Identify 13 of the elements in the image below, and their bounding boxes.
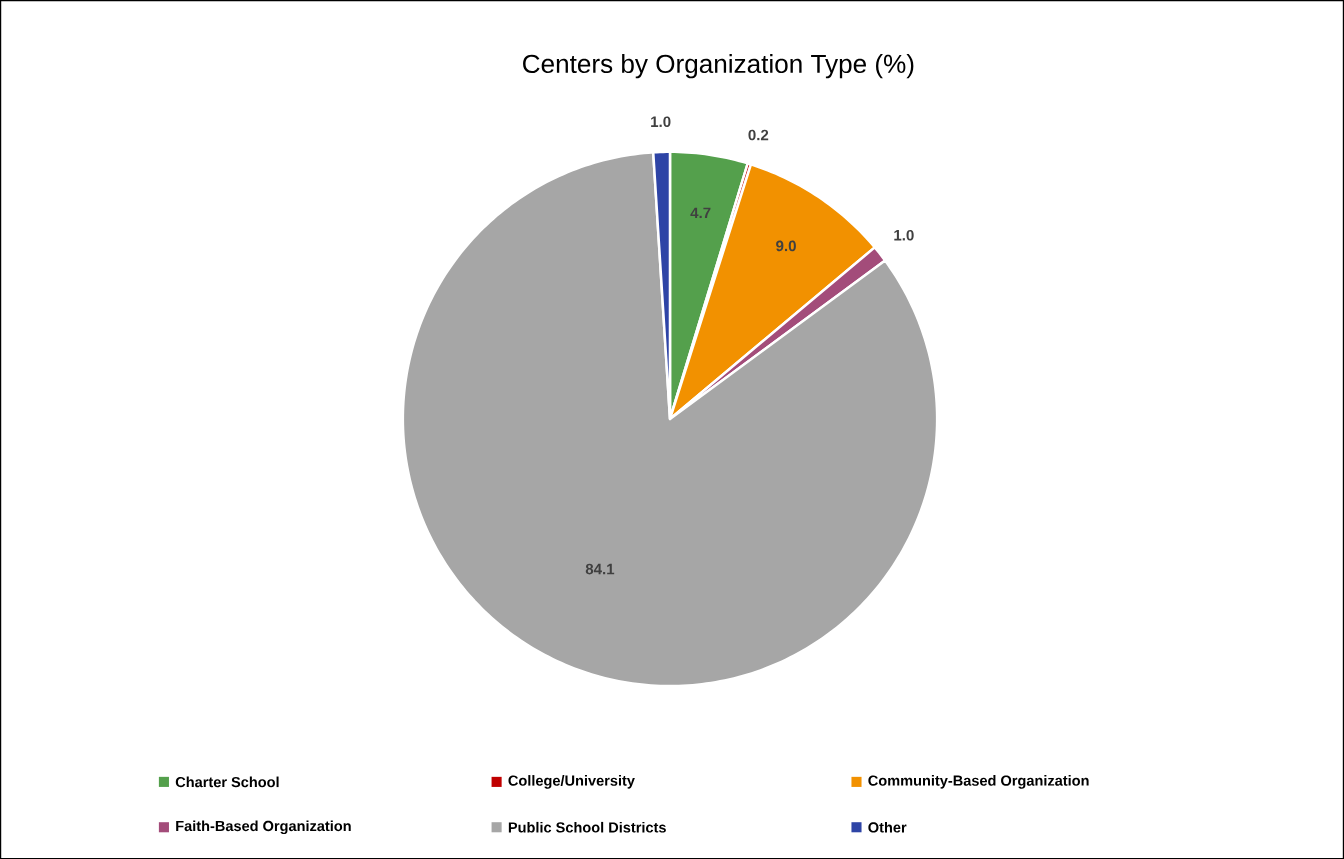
legend-label: Faith-Based Organization xyxy=(176,820,351,835)
chart-title: Centers by Organization Type (%) xyxy=(523,53,914,79)
data-label: 84.1 xyxy=(585,563,615,575)
data-label: 0.2 xyxy=(748,129,769,141)
legend-label: Other xyxy=(868,821,907,833)
data-label: 1.0 xyxy=(894,229,914,241)
data-label: 9.0 xyxy=(776,240,796,252)
data-label: 4.7 xyxy=(690,207,711,218)
legend-label: Community-Based Organization xyxy=(868,775,1089,789)
legend-label: College/University xyxy=(508,775,635,789)
legend-label: Public School Districts xyxy=(508,821,666,833)
data-label: 1.0 xyxy=(651,116,671,127)
legend-label: Charter School xyxy=(175,776,279,788)
